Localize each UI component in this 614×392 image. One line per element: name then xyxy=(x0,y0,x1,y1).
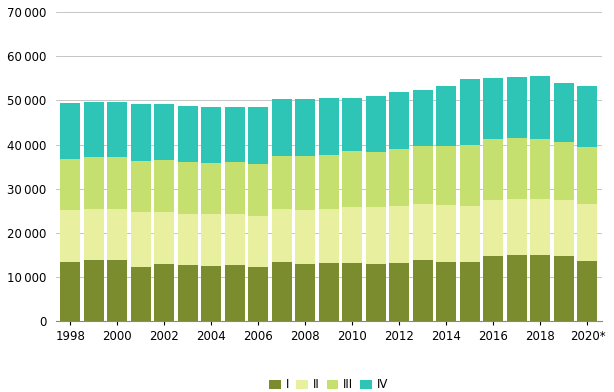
Bar xyxy=(107,260,127,321)
Bar xyxy=(272,209,292,262)
Bar xyxy=(272,262,292,321)
Bar xyxy=(437,146,456,205)
Bar xyxy=(389,92,410,149)
Bar xyxy=(131,267,150,321)
Bar xyxy=(295,210,315,263)
Bar xyxy=(201,107,221,163)
Bar xyxy=(295,100,315,156)
Bar xyxy=(225,265,245,321)
Bar xyxy=(177,106,198,162)
Bar xyxy=(530,139,550,198)
Bar xyxy=(413,90,433,146)
Bar xyxy=(60,103,80,159)
Bar xyxy=(343,151,362,207)
Bar xyxy=(437,86,456,146)
Bar xyxy=(554,142,574,200)
Bar xyxy=(460,79,480,145)
Bar xyxy=(107,157,127,209)
Bar xyxy=(530,255,550,321)
Bar xyxy=(530,198,550,255)
Bar xyxy=(437,205,456,262)
Bar xyxy=(177,265,198,321)
Bar xyxy=(460,145,480,205)
Bar xyxy=(577,86,597,147)
Bar xyxy=(366,96,386,152)
Bar xyxy=(154,263,174,321)
Bar xyxy=(201,214,221,266)
Bar xyxy=(248,216,268,267)
Bar xyxy=(295,156,315,210)
Bar xyxy=(84,209,104,260)
Bar xyxy=(389,263,410,321)
Bar xyxy=(507,77,527,138)
Bar xyxy=(177,214,198,265)
Bar xyxy=(483,200,503,256)
Bar xyxy=(389,207,410,263)
Bar xyxy=(272,156,292,209)
Bar xyxy=(530,76,550,139)
Bar xyxy=(84,102,104,157)
Bar xyxy=(366,152,386,207)
Bar xyxy=(84,157,104,209)
Bar xyxy=(343,263,362,321)
Bar xyxy=(343,98,362,151)
Bar xyxy=(413,260,433,321)
Bar xyxy=(577,147,597,204)
Bar xyxy=(460,205,480,262)
Bar xyxy=(272,99,292,156)
Bar xyxy=(507,199,527,255)
Bar xyxy=(177,162,198,214)
Bar xyxy=(154,160,174,212)
Bar xyxy=(107,102,127,157)
Bar xyxy=(554,256,574,321)
Bar xyxy=(84,260,104,321)
Bar xyxy=(295,263,315,321)
Bar xyxy=(483,139,503,200)
Bar xyxy=(554,200,574,256)
Bar xyxy=(366,263,386,321)
Bar xyxy=(154,212,174,263)
Bar xyxy=(131,162,150,212)
Bar xyxy=(483,78,503,139)
Bar xyxy=(319,98,339,155)
Bar xyxy=(60,262,80,321)
Bar xyxy=(577,204,597,261)
Bar xyxy=(131,104,150,162)
Bar xyxy=(460,262,480,321)
Bar xyxy=(107,209,127,260)
Bar xyxy=(60,159,80,210)
Bar xyxy=(413,204,433,260)
Bar xyxy=(319,155,339,209)
Bar xyxy=(507,138,527,199)
Bar xyxy=(319,263,339,321)
Bar xyxy=(366,207,386,263)
Bar xyxy=(225,107,245,162)
Bar xyxy=(483,256,503,321)
Bar xyxy=(437,262,456,321)
Bar xyxy=(201,266,221,321)
Bar xyxy=(577,261,597,321)
Bar xyxy=(507,255,527,321)
Bar xyxy=(225,214,245,265)
Bar xyxy=(248,107,268,163)
Bar xyxy=(389,149,410,207)
Bar xyxy=(131,212,150,267)
Bar xyxy=(60,210,80,262)
Bar xyxy=(248,267,268,321)
Bar xyxy=(248,163,268,216)
Bar xyxy=(343,207,362,263)
Bar xyxy=(154,104,174,160)
Bar xyxy=(319,209,339,263)
Bar xyxy=(413,146,433,204)
Legend: I, II, III, IV: I, II, III, IV xyxy=(265,374,393,392)
Bar xyxy=(201,163,221,214)
Bar xyxy=(225,162,245,214)
Bar xyxy=(554,83,574,142)
